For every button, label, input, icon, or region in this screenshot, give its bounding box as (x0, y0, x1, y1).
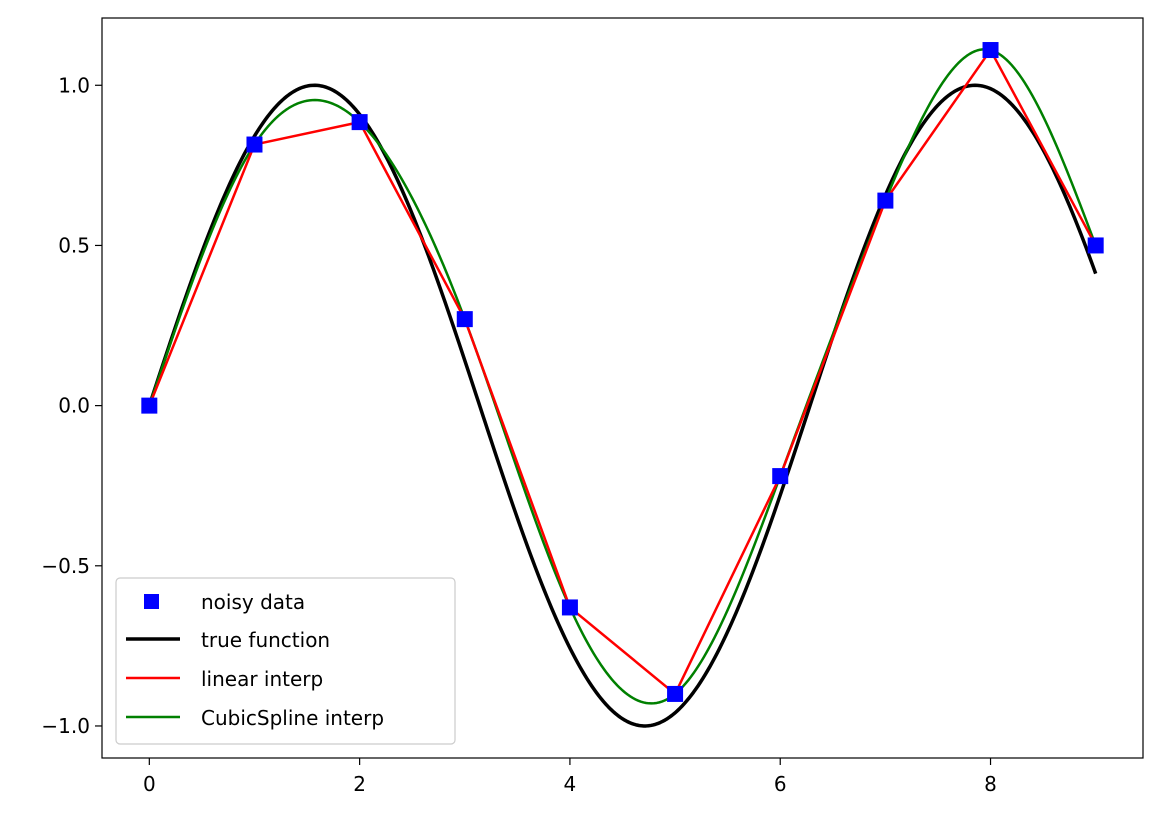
legend-label-cubicspline-interp: CubicSpline interp (201, 706, 384, 730)
x-tick-label: 8 (984, 772, 997, 796)
data-point-noisy-data (561, 599, 578, 616)
x-tick-label: 2 (353, 772, 366, 796)
y-tick-label: −0.5 (41, 554, 90, 578)
x-tick-label: 0 (143, 772, 156, 796)
x-tick-label: 6 (774, 772, 787, 796)
data-point-noisy-data (772, 468, 789, 485)
data-point-noisy-data (141, 397, 158, 414)
data-point-noisy-data (1087, 237, 1104, 254)
legend: noisy data true function linear interp C… (115, 577, 456, 745)
series-cubicspline-interp (148, 48, 1097, 705)
y-tick-label: 0.0 (58, 394, 90, 418)
legend-label-true-function: true function (201, 628, 330, 652)
y-tick-label: 1.0 (58, 73, 90, 97)
plot-area (141, 42, 1104, 728)
legend-marker-noisy-data (144, 594, 159, 609)
y-tick-label: 0.5 (58, 233, 90, 257)
data-point-noisy-data (456, 311, 473, 328)
x-tick-label: 4 (564, 772, 577, 796)
y-tick-label: −1.0 (41, 714, 90, 738)
legend-label-noisy-data: noisy data (201, 590, 305, 614)
data-point-noisy-data (877, 192, 894, 209)
axes-frame (101, 17, 1144, 759)
data-point-noisy-data (246, 136, 263, 153)
data-point-noisy-data (667, 685, 684, 702)
legend-box (115, 577, 456, 745)
x-axis-ticks: 0 2 4 6 8 (143, 758, 997, 796)
y-axis-ticks: −1.0 −0.5 0.0 0.5 1.0 (41, 73, 102, 738)
series-true-function (147, 83, 1098, 728)
data-point-noisy-data (351, 114, 368, 131)
series-linear-interp (148, 48, 1097, 696)
legend-label-linear-interp: linear interp (201, 667, 323, 691)
data-point-noisy-data (982, 42, 999, 59)
